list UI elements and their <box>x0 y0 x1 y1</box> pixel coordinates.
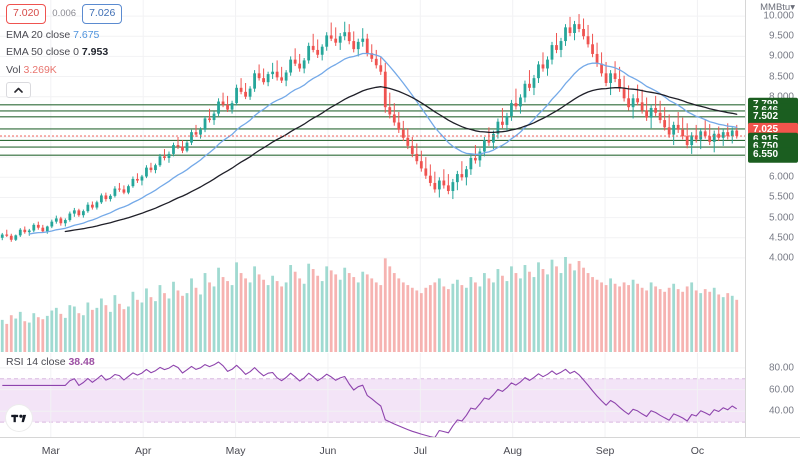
rsi-axis-tick: 80.00 <box>768 362 794 374</box>
price-pane[interactable]: 7.020 0.006 7.026 EMA 20 close 7.675 EMA… <box>0 0 745 352</box>
price-tag-value: 6.550 <box>753 148 779 160</box>
price-level-tag[interactable]: 6.550 <box>748 147 798 163</box>
price-axis-tick: 4.000 <box>768 252 794 264</box>
candlestick-canvas[interactable] <box>0 0 745 352</box>
chevron-up-icon <box>14 87 23 93</box>
rsi-label: RSI 14 close <box>6 356 66 368</box>
ema20-legend[interactable]: EMA 20 close 7.675 <box>6 28 122 43</box>
price-tag-value: 6.750 <box>753 140 779 152</box>
price-axis-tick: 8.500 <box>768 71 794 83</box>
bid-price[interactable]: 7.020 <box>6 4 47 25</box>
price-axis-tick: 5.000 <box>768 212 794 224</box>
ema20-label: EMA 20 close <box>6 29 71 42</box>
unit-label-text: MMBtu <box>760 2 791 13</box>
ask-price[interactable]: 7.026 <box>82 4 123 25</box>
volume-label: Vol <box>6 63 21 76</box>
price-axis-tick: 5.500 <box>768 191 794 203</box>
rsi-pane[interactable]: RSI 14 close 38.48 <box>0 353 745 437</box>
month-tick-label: Jun <box>319 445 337 457</box>
price-tag-value: 7.025 <box>753 123 779 135</box>
rsi-axis-tick: 60.00 <box>768 384 794 396</box>
price-level-tag[interactable]: 7.502 <box>748 109 798 124</box>
price-axis-tick: 9.000 <box>768 50 794 62</box>
month-tick-label: Jul <box>413 445 428 457</box>
price-tag-value: 6.915 <box>753 134 778 145</box>
rsi-legend[interactable]: RSI 14 close 38.48 <box>6 356 95 368</box>
ema20-value: 7.675 <box>73 29 100 42</box>
month-tick-label: Apr <box>135 445 152 457</box>
month-tick-label: Oc <box>690 445 705 457</box>
price-axis-tick: 6.000 <box>768 171 794 183</box>
ema50-label: EMA 50 close 0 <box>6 46 79 59</box>
rsi-axis-tick: 40.00 <box>768 405 794 417</box>
month-tick-label: Mar <box>41 445 60 457</box>
tradingview-icon <box>10 414 26 422</box>
tradingview-logo[interactable] <box>6 405 32 431</box>
month-tick-label: Sep <box>595 445 615 457</box>
rsi-canvas[interactable] <box>0 353 745 437</box>
spread-value: 0.006 <box>52 8 77 20</box>
unit-caret-icon: ▾ <box>790 2 795 13</box>
ema50-legend[interactable]: EMA 50 close 0 7.953 <box>6 45 122 60</box>
collapse-legend-button[interactable] <box>6 81 31 98</box>
time-axis[interactable]: Mar Apr May Jun Jul Aug Sep Oc <box>0 437 800 464</box>
volume-legend[interactable]: Vol 3.269K <box>6 63 122 78</box>
rsi-value: 38.48 <box>68 356 95 368</box>
month-tick-label: Aug <box>503 445 523 457</box>
unit-selector[interactable]: MMBtu▾ <box>760 2 795 13</box>
price-axis-tick: 10.000 <box>763 10 794 22</box>
price-tag-value: 7.502 <box>753 110 779 122</box>
quote-row: 7.020 0.006 7.026 <box>6 4 123 25</box>
month-tick-label: May <box>225 445 246 457</box>
price-axis-tick: 8.000 <box>769 91 794 102</box>
ema50-value: 7.953 <box>81 46 109 59</box>
volume-value: 3.269K <box>23 63 57 76</box>
price-axis-tick: 9.500 <box>768 30 794 42</box>
price-axis[interactable]: MMBtu▾ 10.0009.5009.0008.5008.0007.5007.… <box>745 0 800 437</box>
chart-legend: 7.020 0.006 7.026 EMA 20 close 7.675 EMA… <box>6 4 123 98</box>
price-axis-tick: 4.500 <box>768 232 794 244</box>
